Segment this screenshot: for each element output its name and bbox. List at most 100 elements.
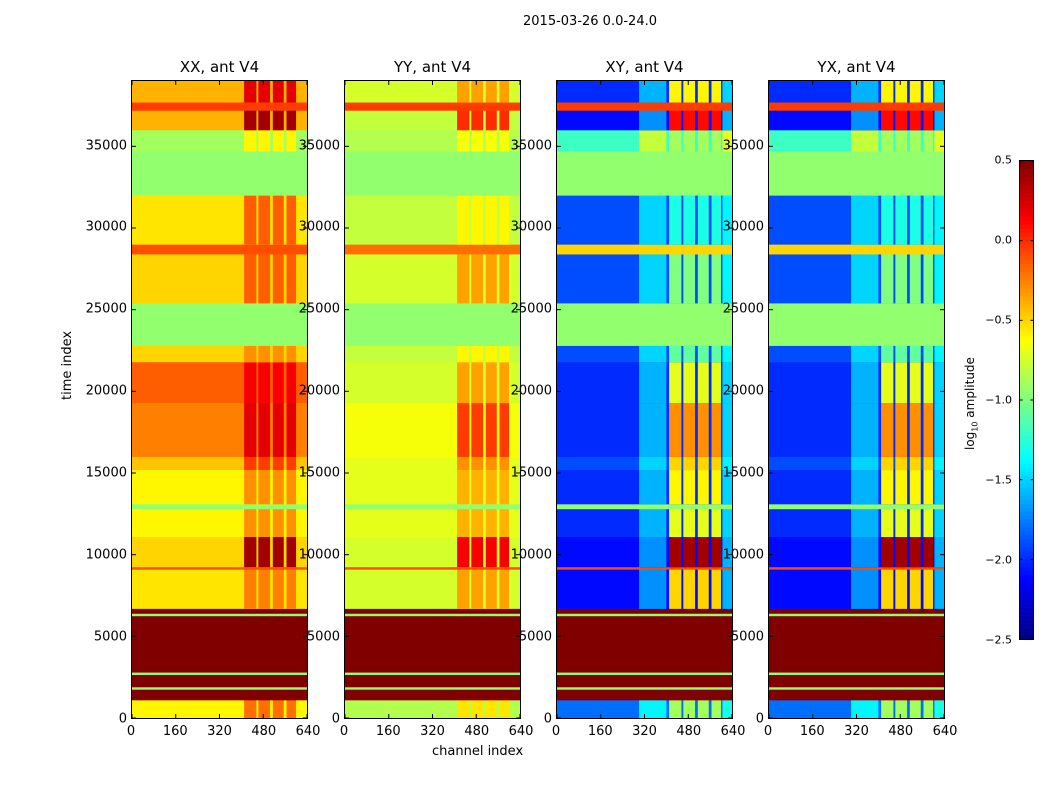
heatmap-cell bbox=[881, 361, 894, 404]
heatmap-cell bbox=[499, 195, 510, 245]
y-tick-label: 25000 bbox=[85, 301, 127, 317]
heatmap-cell bbox=[895, 569, 908, 609]
heatmap-cell bbox=[244, 402, 257, 457]
heatmap-cell bbox=[471, 569, 484, 609]
y-tick-label: 20000 bbox=[298, 383, 340, 399]
heatmap-cell bbox=[132, 102, 307, 111]
heatmap-cell bbox=[132, 151, 307, 196]
heatmap-cell bbox=[132, 303, 307, 346]
y-tick bbox=[728, 145, 732, 147]
heatmap-cell bbox=[909, 536, 921, 568]
heatmap-cell bbox=[697, 110, 709, 131]
heatmap-cell bbox=[272, 456, 284, 471]
heatmap-cell bbox=[485, 361, 497, 404]
heatmap-cell bbox=[934, 402, 944, 457]
heatmap-cell bbox=[471, 130, 484, 152]
heatmap-cell bbox=[258, 130, 271, 152]
heatmap-cell bbox=[258, 456, 271, 471]
heatmap-cell bbox=[258, 508, 271, 537]
heatmap-yy bbox=[344, 80, 521, 719]
heatmap-cell bbox=[881, 195, 894, 245]
colorbar-segment bbox=[1020, 507, 1033, 512]
colorbar-segment bbox=[1020, 431, 1033, 437]
heatmap-cell bbox=[345, 244, 520, 255]
heatmap-cell bbox=[881, 402, 894, 457]
heatmap-cell bbox=[697, 700, 709, 718]
heatmap-cell bbox=[669, 345, 682, 363]
y-tick bbox=[303, 472, 307, 474]
colorbar-segment bbox=[1020, 248, 1033, 253]
heatmap-cell bbox=[272, 569, 284, 609]
x-tick-label: 0 bbox=[126, 724, 136, 739]
heatmap-cell bbox=[485, 254, 497, 304]
y-tick bbox=[516, 390, 520, 392]
heatmap-cell bbox=[697, 361, 709, 404]
y-tick bbox=[132, 309, 136, 311]
heatmap-cell bbox=[711, 569, 722, 609]
heatmap-cell bbox=[697, 536, 709, 568]
heatmap-cell bbox=[851, 456, 879, 471]
heatmap-cell bbox=[923, 508, 934, 537]
heatmap-cell bbox=[286, 700, 297, 718]
heatmap-cell bbox=[345, 672, 520, 676]
heatmap-cell bbox=[471, 700, 484, 718]
x-tick bbox=[731, 81, 732, 85]
colorbar-segment bbox=[1020, 619, 1033, 624]
heatmap-cell bbox=[471, 402, 484, 457]
heatmap-cell bbox=[669, 456, 682, 471]
heatmap-cell bbox=[345, 102, 520, 111]
heatmap-cell bbox=[697, 508, 709, 537]
heatmap-cell bbox=[286, 81, 297, 103]
y-tick bbox=[516, 472, 520, 474]
heatmap-cell bbox=[722, 361, 732, 404]
heatmap-cell bbox=[244, 361, 257, 404]
panel-title: YX, ant V4 bbox=[817, 58, 896, 76]
panel-title: XX, ant V4 bbox=[179, 58, 260, 76]
x-tick bbox=[132, 714, 133, 718]
heatmap-cell bbox=[934, 700, 944, 718]
heatmap-cell bbox=[457, 508, 470, 537]
x-tick bbox=[600, 81, 602, 85]
colorbar-segment bbox=[1020, 519, 1033, 524]
y-tick bbox=[345, 472, 349, 474]
colorbar-tick bbox=[1020, 319, 1023, 321]
heatmap-cell bbox=[499, 361, 510, 404]
x-tick-label: 160 bbox=[162, 724, 188, 739]
x-tick bbox=[519, 714, 520, 718]
heatmap-cell bbox=[286, 469, 297, 505]
colorbar-tick-label: −2.5 bbox=[985, 633, 1012, 647]
heatmap-cell bbox=[881, 536, 894, 568]
heatmap-cell bbox=[557, 102, 732, 111]
heatmap-cell bbox=[457, 110, 470, 131]
colorbar-segment bbox=[1020, 292, 1033, 297]
heatmap-cell bbox=[669, 536, 682, 568]
y-tick bbox=[516, 717, 520, 718]
heatmap-cell bbox=[286, 361, 297, 404]
y-tick-label: 0 bbox=[118, 711, 127, 727]
x-tick bbox=[432, 714, 433, 718]
colorbar-segment bbox=[1020, 324, 1033, 329]
colorbar-tick bbox=[1020, 479, 1023, 481]
heatmap-cell bbox=[697, 469, 709, 505]
heatmap-cell bbox=[471, 508, 484, 537]
heatmap-cell bbox=[499, 402, 510, 457]
heatmap-cell bbox=[711, 469, 722, 505]
y-tick-label: 20000 bbox=[510, 383, 552, 399]
x-tick bbox=[219, 714, 220, 718]
colorbar-tick-label: −1.5 bbox=[985, 473, 1012, 487]
heatmap-cell bbox=[557, 303, 732, 346]
heatmap-cell bbox=[711, 508, 722, 537]
colorbar-segment bbox=[1020, 228, 1033, 233]
y-tick bbox=[345, 717, 349, 718]
y-tick bbox=[769, 309, 773, 311]
x-tick bbox=[388, 81, 390, 85]
heatmap-cell bbox=[557, 566, 732, 570]
y-tick bbox=[769, 717, 773, 718]
y-tick bbox=[516, 227, 520, 229]
heatmap-cell bbox=[769, 244, 944, 255]
heatmap-cell bbox=[457, 569, 470, 609]
colorbar-segment bbox=[1020, 607, 1033, 612]
x-tick bbox=[644, 714, 645, 718]
y-tick bbox=[132, 472, 136, 474]
y-tick bbox=[132, 554, 136, 556]
